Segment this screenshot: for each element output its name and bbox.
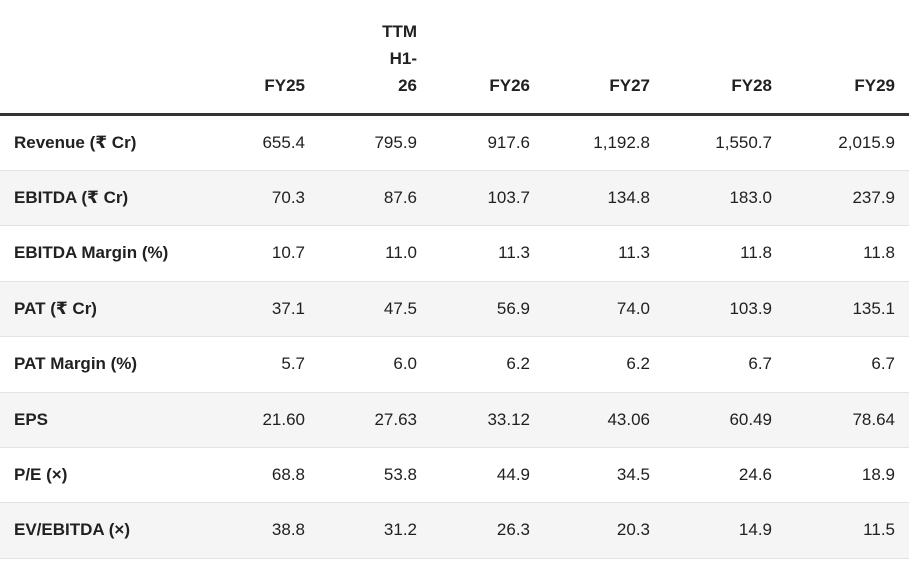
cell-pat-fy26: 56.9 (431, 281, 544, 338)
col-header-fy27: FY27 (544, 0, 664, 116)
cell-pe-fy26: 44.9 (431, 447, 544, 504)
cell-revenue-fy25: 655.4 (207, 114, 319, 171)
cell-pe-ttm: 53.8 (319, 447, 431, 504)
cell-eps-ttm: 27.63 (319, 392, 431, 448)
cell-ebitda-margin-fy29: 11.8 (786, 225, 909, 282)
col-header-fy29: FY29 (786, 0, 909, 116)
cell-ebitda-margin-fy28: 11.8 (664, 225, 786, 282)
cell-ebitda-fy29: 237.9 (786, 170, 909, 227)
cell-ebitda-ttm: 87.6 (319, 170, 431, 227)
cell-pe-fy25: 68.8 (207, 447, 319, 504)
cell-ebitda-margin-ttm: 11.0 (319, 225, 431, 282)
table-row-ev-ebitda: EV/EBITDA (×) 38.8 31.2 26.3 20.3 14.9 1… (0, 502, 909, 559)
row-label-ev-ebitda: EV/EBITDA (×) (0, 502, 207, 559)
cell-revenue-ttm: 795.9 (319, 114, 431, 171)
cell-ev-ebitda-ttm: 31.2 (319, 502, 431, 559)
col-header-fy28: FY28 (664, 0, 786, 116)
cell-eps-fy28: 60.49 (664, 392, 786, 448)
financials-table: FY25 TTM H1- 26 FY26 FY27 FY28 FY29 Reve… (0, 0, 909, 559)
cell-pat-margin-fy29: 6.7 (786, 336, 909, 393)
cell-revenue-fy27: 1,192.8 (544, 114, 664, 171)
col-header-metric (0, 0, 207, 116)
row-label-ebitda-margin: EBITDA Margin (%) (0, 225, 207, 282)
cell-pat-ttm: 47.5 (319, 281, 431, 338)
cell-ebitda-fy27: 134.8 (544, 170, 664, 227)
cell-pe-fy29: 18.9 (786, 447, 909, 504)
cell-pat-fy25: 37.1 (207, 281, 319, 338)
cell-eps-fy26: 33.12 (431, 392, 544, 448)
col-header-fy26: FY26 (431, 0, 544, 116)
cell-pat-fy28: 103.9 (664, 281, 786, 338)
cell-ev-ebitda-fy25: 38.8 (207, 502, 319, 559)
table-row-revenue: Revenue (₹ Cr) 655.4 795.9 917.6 1,192.8… (0, 114, 909, 171)
row-label-eps: EPS (0, 392, 207, 448)
row-label-pe: P/E (×) (0, 447, 207, 504)
table-header-row: FY25 TTM H1- 26 FY26 FY27 FY28 FY29 (0, 0, 909, 116)
cell-eps-fy25: 21.60 (207, 392, 319, 448)
cell-ev-ebitda-fy29: 11.5 (786, 502, 909, 559)
cell-ebitda-fy26: 103.7 (431, 170, 544, 227)
cell-ev-ebitda-fy26: 26.3 (431, 502, 544, 559)
row-label-pat: PAT (₹ Cr) (0, 281, 207, 338)
cell-pe-fy27: 34.5 (544, 447, 664, 504)
cell-ebitda-margin-fy26: 11.3 (431, 225, 544, 282)
cell-pat-margin-ttm: 6.0 (319, 336, 431, 393)
row-label-pat-margin: PAT Margin (%) (0, 336, 207, 393)
cell-pat-fy29: 135.1 (786, 281, 909, 338)
table-row-ebitda-margin: EBITDA Margin (%) 10.7 11.0 11.3 11.3 11… (0, 225, 909, 282)
table-row-pat-margin: PAT Margin (%) 5.7 6.0 6.2 6.2 6.7 6.7 (0, 336, 909, 393)
cell-ebitda-margin-fy27: 11.3 (544, 225, 664, 282)
cell-ebitda-fy25: 70.3 (207, 170, 319, 227)
cell-ev-ebitda-fy27: 20.3 (544, 502, 664, 559)
cell-pat-margin-fy25: 5.7 (207, 336, 319, 393)
cell-pat-fy27: 74.0 (544, 281, 664, 338)
cell-revenue-fy29: 2,015.9 (786, 114, 909, 171)
col-header-ttm-h1-26: TTM H1- 26 (319, 0, 431, 116)
cell-eps-fy29: 78.64 (786, 392, 909, 448)
row-label-revenue: Revenue (₹ Cr) (0, 114, 207, 171)
cell-ev-ebitda-fy28: 14.9 (664, 502, 786, 559)
table-row-eps: EPS 21.60 27.63 33.12 43.06 60.49 78.64 (0, 392, 909, 448)
cell-pat-margin-fy28: 6.7 (664, 336, 786, 393)
cell-revenue-fy26: 917.6 (431, 114, 544, 171)
row-label-ebitda: EBITDA (₹ Cr) (0, 170, 207, 227)
table-row-pat: PAT (₹ Cr) 37.1 47.5 56.9 74.0 103.9 135… (0, 281, 909, 338)
cell-revenue-fy28: 1,550.7 (664, 114, 786, 171)
cell-pat-margin-fy26: 6.2 (431, 336, 544, 393)
cell-eps-fy27: 43.06 (544, 392, 664, 448)
cell-pe-fy28: 24.6 (664, 447, 786, 504)
cell-ebitda-margin-fy25: 10.7 (207, 225, 319, 282)
cell-ebitda-fy28: 183.0 (664, 170, 786, 227)
table-row-ebitda: EBITDA (₹ Cr) 70.3 87.6 103.7 134.8 183.… (0, 170, 909, 227)
table-row-pe: P/E (×) 68.8 53.8 44.9 34.5 24.6 18.9 (0, 447, 909, 504)
col-header-fy25: FY25 (207, 0, 319, 116)
cell-pat-margin-fy27: 6.2 (544, 336, 664, 393)
